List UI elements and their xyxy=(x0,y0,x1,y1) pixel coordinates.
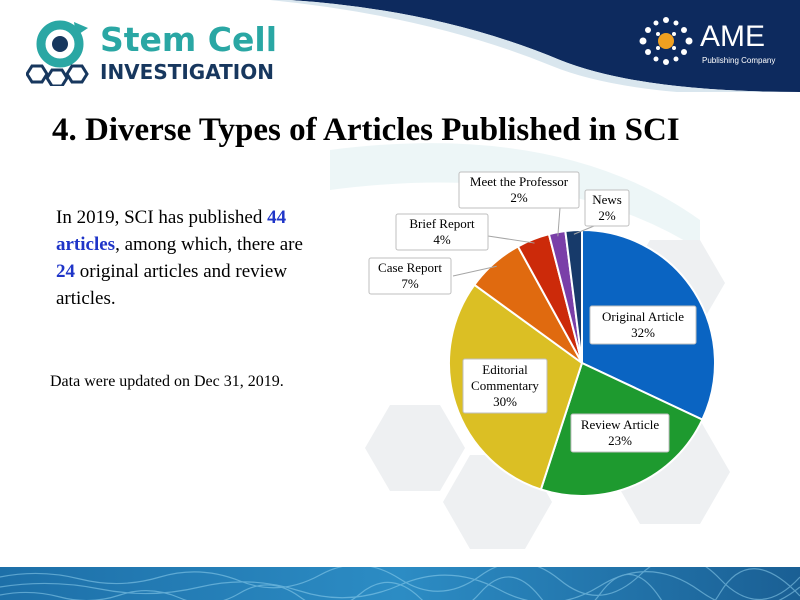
ame-dots-icon xyxy=(639,17,693,65)
header: Stem Cell INVESTIGATION AME Publishing C… xyxy=(0,0,800,92)
summary-part1: In 2019, SCI has published xyxy=(56,207,268,228)
slice-name: Meet the Professor xyxy=(470,174,569,189)
leader-line xyxy=(557,207,561,237)
stem-cell-logo-icon xyxy=(26,20,89,86)
slice-percent: 4% xyxy=(433,232,451,247)
slice-name: Review Article xyxy=(581,417,660,432)
publisher-logo: AME Publishing Company xyxy=(636,14,786,74)
slice-name: Brief Report xyxy=(409,216,475,231)
original-count: 24 xyxy=(56,261,75,282)
hexagon-decoration xyxy=(365,405,465,491)
articles-count: 44 articles xyxy=(56,207,287,255)
summary-part3: original articles and review articles. xyxy=(56,261,288,309)
slide-title: 4. Diverse Types of Articles Published i… xyxy=(52,112,680,148)
header-background xyxy=(270,0,800,92)
slice-name: Commentary xyxy=(471,378,539,393)
pie-slice-news xyxy=(564,228,583,364)
slice-name: Original Article xyxy=(602,309,684,324)
slice-percent: 2% xyxy=(510,190,528,205)
logo-title: Stem Cell xyxy=(100,20,278,59)
slice-percent: 2% xyxy=(598,208,616,223)
journal-logo: Stem Cell INVESTIGATION xyxy=(26,20,286,86)
publisher-subtitle: Publishing Company xyxy=(702,56,776,65)
slice-name: Case Report xyxy=(378,260,442,275)
logo-subtitle: INVESTIGATION xyxy=(100,60,274,84)
leader-line xyxy=(487,235,535,244)
summary-text: In 2019, SCI has published 44 articles, … xyxy=(56,204,316,312)
slice-percent: 23% xyxy=(608,433,632,448)
footer-banner xyxy=(0,567,800,600)
leader-line xyxy=(452,265,497,277)
slice-percent: 30% xyxy=(493,394,517,409)
slice-name: News xyxy=(592,192,622,207)
slice-name: Editorial xyxy=(482,362,528,377)
slice-percent: 7% xyxy=(401,276,419,291)
slice-percent: 32% xyxy=(631,325,655,340)
update-note: Data were updated on Dec 31, 2019. xyxy=(50,373,284,390)
summary-part2: , among which, there are xyxy=(115,234,303,255)
leader-line xyxy=(573,225,595,235)
publisher-name: AME xyxy=(700,20,766,53)
